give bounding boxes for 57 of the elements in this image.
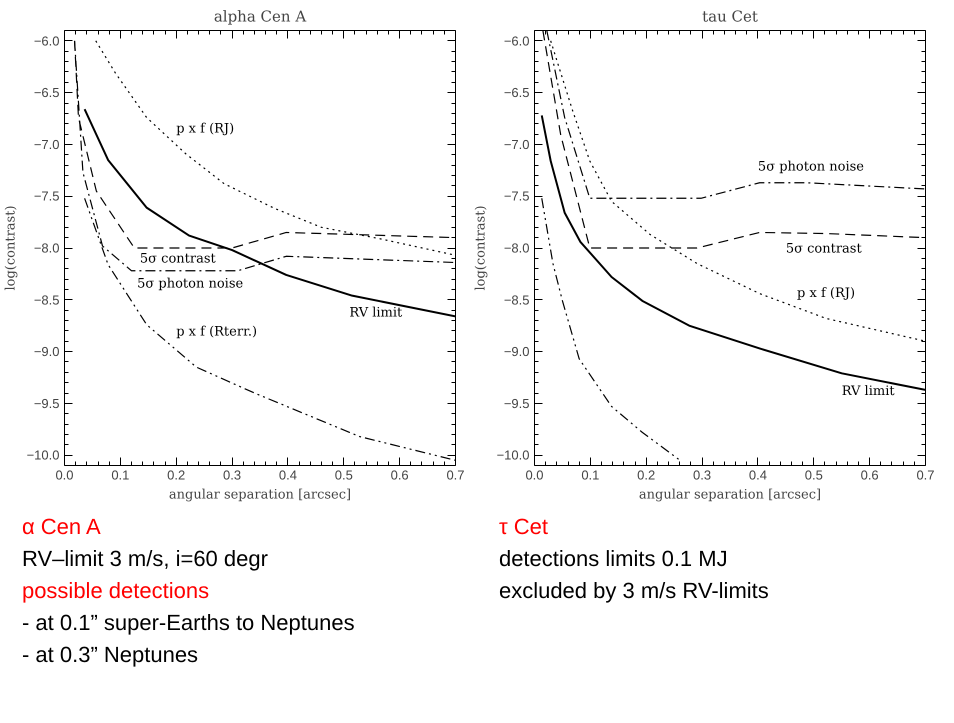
series-label: 5σ contrast	[786, 241, 862, 256]
y-tick-label: −7.0	[504, 136, 530, 152]
x-tick-label: 0.5	[804, 468, 823, 482]
x-tick-label: 0.4	[748, 468, 767, 482]
x-tick-label: 0.6	[390, 468, 409, 482]
text: RV–limit 3 m/s, i=60 degr	[22, 546, 268, 571]
y-tick-label: −9.5	[34, 396, 60, 411]
y-tick-label: −8.5	[34, 292, 60, 308]
chart-title: alpha Cen A	[214, 8, 306, 26]
y-tick-label: −10.0	[26, 448, 60, 463]
y-tick-label: −7.5	[34, 188, 60, 204]
y-tick-label: −9.5	[504, 396, 530, 411]
text: - at 0.1” super-Earths to Neptunes	[22, 610, 355, 635]
x-tick-label: 0.7	[916, 468, 935, 482]
x-tick-label: 0.0	[55, 468, 74, 482]
legend-label: RV limit	[842, 384, 896, 399]
y-tick-label: −10.0	[496, 448, 530, 463]
y-axis-title: log(contrast)	[4, 205, 19, 291]
y-tick-label: −8.0	[504, 240, 530, 256]
x-tick-label: 0.1	[111, 468, 130, 482]
x-tick-label: 0.3	[223, 468, 242, 482]
series-label: 5σ photon noise	[758, 160, 864, 175]
x-tick-label: 0.7	[446, 468, 465, 482]
x-axis-title: angular separation [arcsec]	[638, 488, 822, 502]
text: - at 0.3” Neptunes	[22, 642, 198, 667]
x-tick-label: 0.3	[693, 468, 712, 482]
series-label: p x f (Rterr.)	[176, 324, 258, 340]
y-tick-label: −7.5	[504, 188, 530, 204]
text: detections limits 0.1 MJ	[498, 546, 728, 571]
text: α Cen A	[22, 514, 102, 539]
text: possible detections	[22, 578, 210, 603]
y-tick-label: −6.5	[34, 85, 60, 100]
y-axis-title: log(contrast)	[474, 205, 489, 291]
y-tick-label: −6.0	[34, 33, 60, 48]
series-label: 5σ photon noise	[137, 276, 244, 292]
y-tick-label: −9.0	[504, 344, 530, 360]
x-tick-label: 0.1	[581, 468, 600, 482]
x-tick-label: 0.4	[278, 468, 297, 482]
x-tick-label: 0.2	[637, 468, 656, 482]
x-axis-title: angular separation [arcsec]	[168, 488, 352, 502]
series-label: 5σ contrast	[140, 252, 217, 266]
x-tick-label: 0.5	[334, 468, 353, 482]
x-tick-label: 0.6	[860, 468, 879, 482]
y-tick-label: −7.0	[34, 136, 60, 152]
series-label: p x f (RJ)	[797, 286, 856, 302]
text: excluded by 3 m/s RV-limits	[498, 578, 769, 603]
y-tick-label: −6.5	[504, 85, 530, 100]
text: τ Cet	[498, 514, 548, 539]
series-label: p x f (RJ)	[176, 121, 234, 136]
y-tick-label: −8.0	[34, 240, 60, 256]
series-label: RV limit	[349, 305, 404, 320]
y-tick-label: −9.0	[34, 344, 60, 360]
x-tick-label: 0.2	[167, 468, 186, 482]
y-tick-label: −6.0	[504, 33, 530, 48]
x-tick-label: 0.0	[525, 468, 544, 482]
chart-title: tau Cet	[702, 8, 758, 26]
y-tick-label: −8.5	[504, 292, 530, 308]
